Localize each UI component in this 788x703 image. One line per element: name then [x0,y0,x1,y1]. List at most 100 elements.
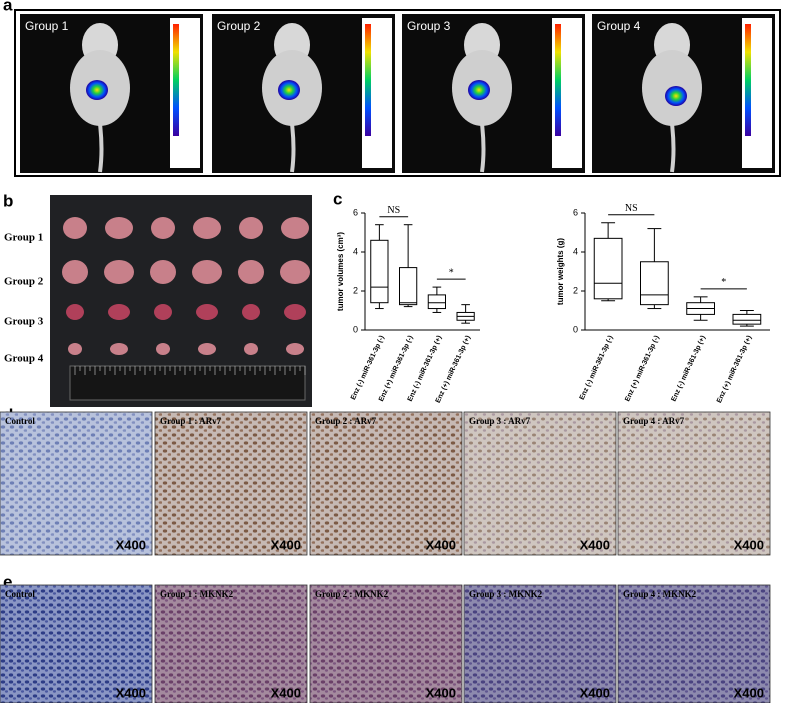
signal [665,86,687,106]
colorbar [173,24,179,136]
tumor [150,260,176,284]
x-tick-label: Enz (+) miR-361-3p (-) [624,335,661,403]
box [732,313,762,325]
x-tick-label: Enz (-) miR-361-3p (+) [670,335,707,403]
ihc-label: Control [5,416,35,426]
group-label: Group 1 [4,232,43,244]
ihc-label: Group 2 : ARv7 [315,416,377,426]
tumor [104,260,134,284]
ihc-image [154,411,308,556]
ihc-image [0,411,153,556]
colorbar [365,24,371,136]
y-tick-label: 6 [353,207,358,217]
ihc-image [309,584,463,703]
signal [86,80,108,100]
y-tick-label: 4 [353,246,358,256]
ihc-label: Group 4 : ARv7 [623,416,685,426]
tumor [151,217,175,239]
box [593,237,623,300]
ihc-image [617,584,771,703]
magnification: X400 [116,537,146,552]
signal [278,80,300,100]
y-tick-label: 4 [573,246,578,256]
x-tick-label: Enz (+) miR-361-3p (+) [435,335,472,405]
mouse-tail [290,123,296,173]
ihc-image [463,411,617,556]
tumor [154,304,172,320]
tumor [242,304,260,320]
magnification: X400 [271,537,301,552]
tumor [284,304,306,320]
box [399,267,418,306]
tumor [244,343,258,355]
tumor [238,260,264,284]
y-tick-label: 2 [573,285,578,295]
tumor [63,217,87,239]
y-axis-label: tumor weights (g) [556,238,565,305]
magnification: X400 [271,685,301,700]
mouse-tail [670,123,676,173]
magnification: X400 [734,685,764,700]
ihc-label: Control [5,589,35,599]
ruler [69,365,306,401]
group-label: Group 3 [407,19,451,33]
ihc-image [617,411,771,556]
ihc-label: Group 4 : MKNK2 [623,589,697,599]
tumor [108,304,130,320]
x-tick-label: Enz (+) miR-361-3p (+) [716,335,753,405]
magnification: X400 [580,537,610,552]
panel-label: c [333,189,342,208]
x-tick-label: Enz (-) miR-361-3p (-) [579,335,615,401]
magnification: X400 [426,685,456,700]
ihc-label: Group 3 : ARv7 [469,416,531,426]
ihc-label: Group 1 : ARv7 [160,416,222,426]
mouse-tail [98,123,104,173]
tumor [196,304,218,320]
y-tick-label: 0 [353,324,358,334]
group-label: Group 2 [217,19,261,33]
group-label: Group 4 [597,19,641,33]
group-label: Group 2 [4,276,44,288]
significance-label: * [449,267,454,278]
ihc-image [309,411,463,556]
tumor [68,343,82,355]
magnification: X400 [116,685,146,700]
ihc-image [0,584,153,703]
y-axis-label: tumor volumes (cm³) [336,232,345,311]
panel-label: b [3,191,13,210]
y-tick-label: 6 [573,207,578,217]
box [427,294,446,310]
mouse-tail [480,123,486,173]
x-tick-label: Enz (-) miR-361-3p (-) [350,335,386,401]
tumor [105,217,133,239]
group-label: Group 1 [25,19,69,33]
tumor [62,260,88,284]
group-label: Group 4 [4,353,44,365]
ihc-image [154,584,308,703]
tumor [192,260,222,284]
panel-label: a [3,0,13,14]
ihc-image [463,584,617,703]
box [640,261,669,306]
significance-label: NS [625,203,638,214]
ihc-label: Group 1 : MKNK2 [160,589,234,599]
tumor [193,217,221,239]
significance-label: NS [387,205,400,216]
panel-frame [14,9,781,177]
group-label: Group 3 [4,316,44,328]
ihc-label: Group 3 : MKNK2 [469,589,543,599]
tumor [198,343,216,355]
tumor [239,217,263,239]
significance-label: * [721,277,726,288]
tumor [281,217,309,239]
tumor [66,304,84,320]
tumor [110,343,128,355]
signal [468,80,490,100]
tumor [156,343,170,355]
colorbar [745,24,751,136]
magnification: X400 [734,537,764,552]
box [370,239,389,304]
tumor [286,343,304,355]
y-tick-label: 0 [573,324,578,334]
